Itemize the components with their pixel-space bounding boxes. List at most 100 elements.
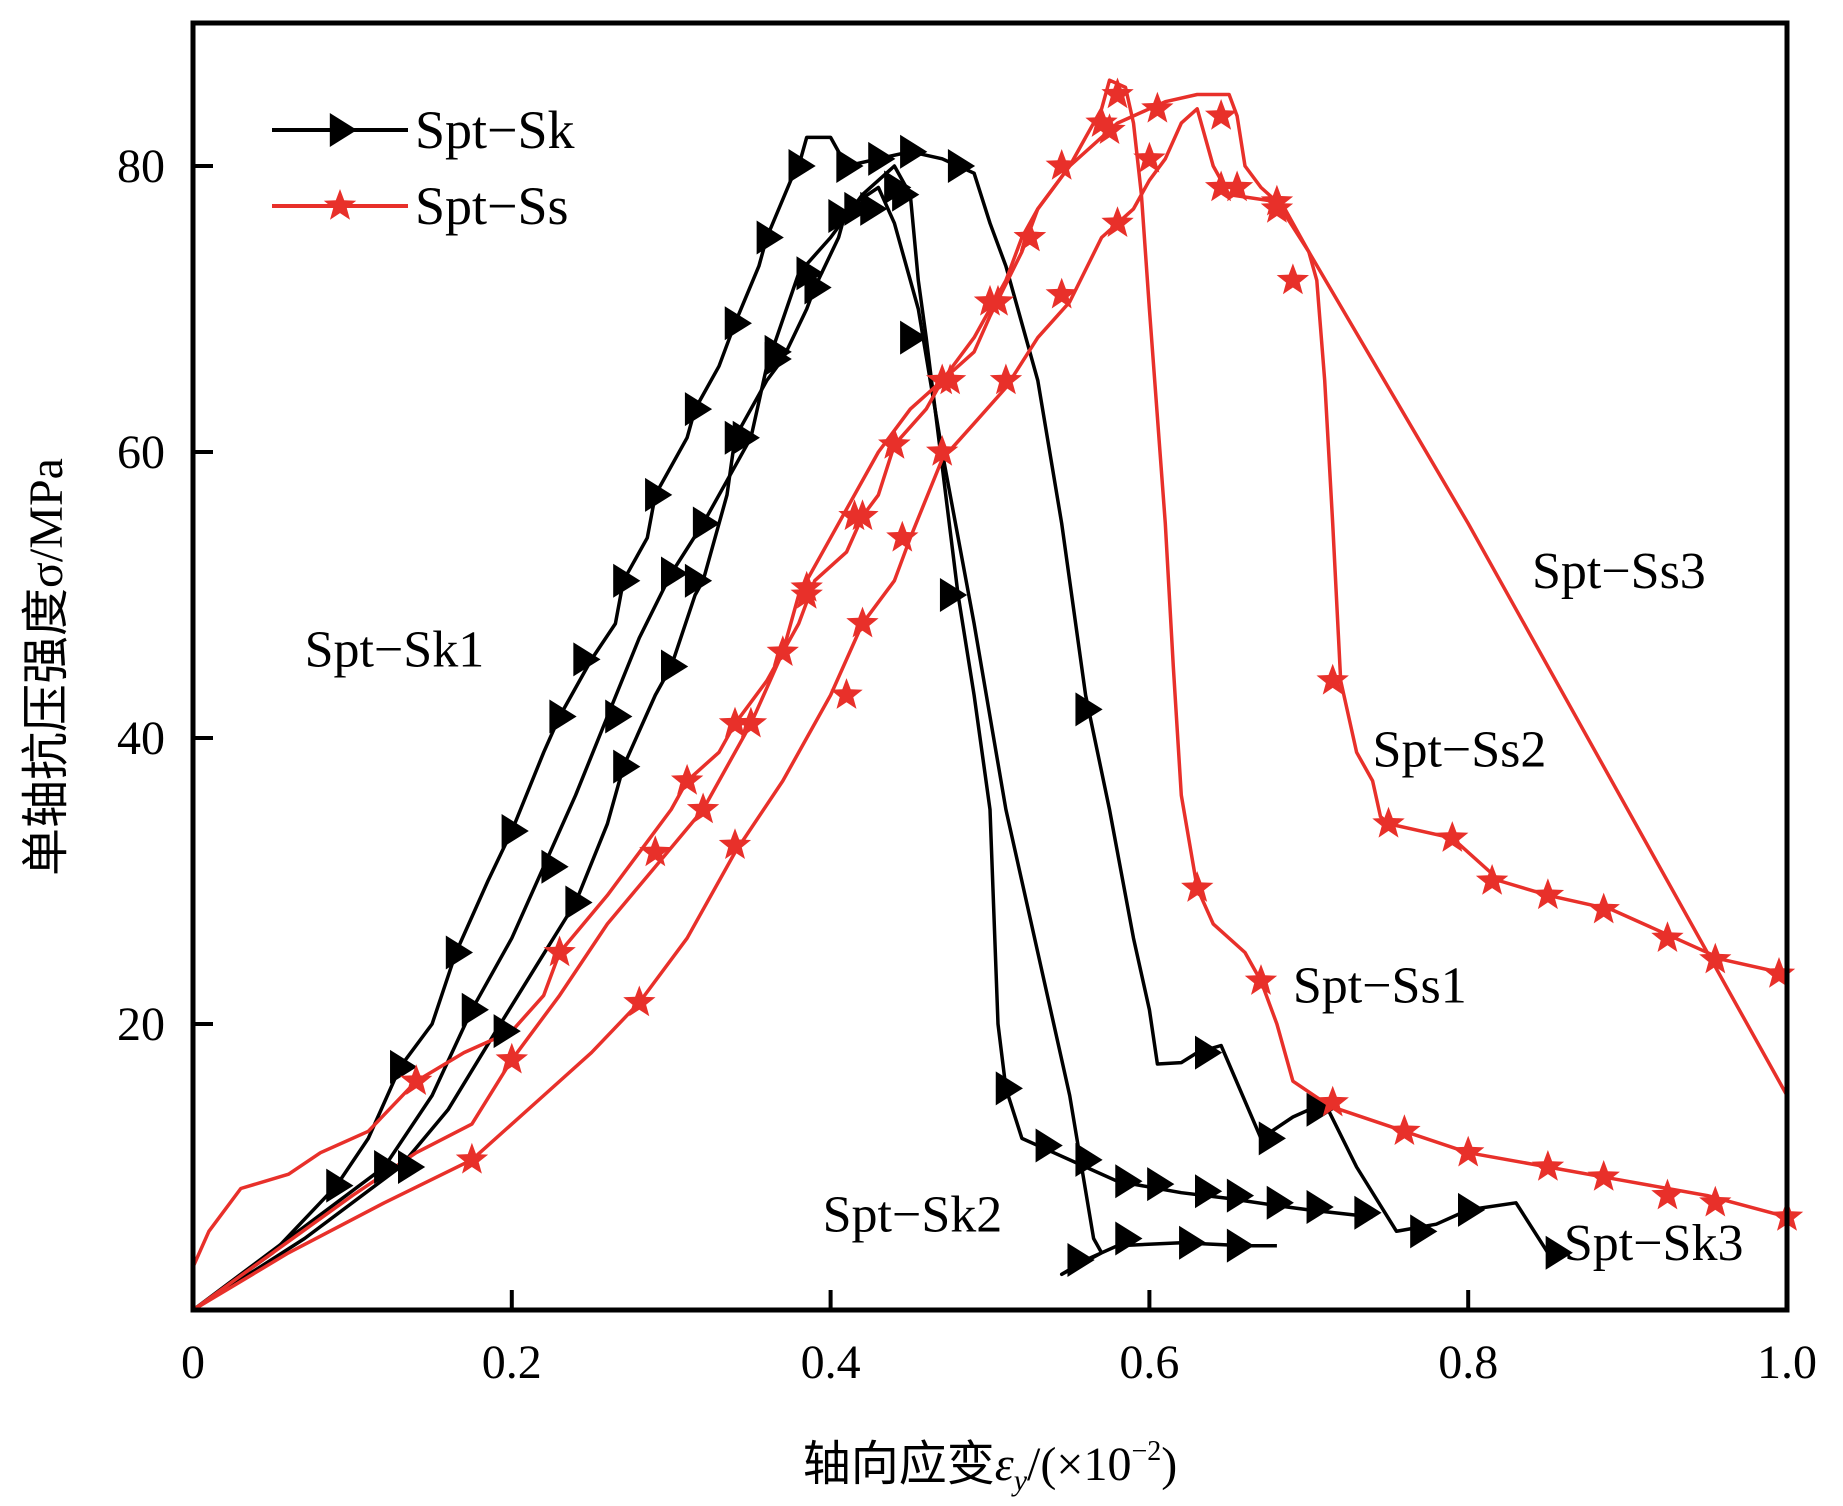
star-icon: [323, 189, 357, 220]
data-point-spt-sk1: [1258, 1121, 1286, 1156]
data-point-spt-sk2: [1075, 1142, 1103, 1177]
data-point-spt-sk3: [565, 885, 593, 920]
data-point-spt-ss3: [989, 363, 1023, 395]
data-point-spt-ss1: [1699, 1185, 1732, 1217]
markers-spt-sk3: [397, 170, 1255, 1277]
data-point-spt-ss1: [1181, 871, 1214, 902]
data-point-spt-ss2: [639, 835, 672, 867]
markers-spt-ss1: [400, 77, 1804, 1231]
x-tick-label: 0.6: [1119, 1336, 1179, 1389]
data-point-spt-sk1: [756, 220, 784, 255]
data-point-spt-sk1: [1410, 1214, 1438, 1249]
data-point-spt-sk1: [326, 1168, 354, 1203]
data-point-spt-sk3: [764, 342, 792, 377]
curve-label-spt-sk3: Spt−Sk3: [1564, 1215, 1744, 1272]
y-tick-label: 20: [117, 998, 165, 1051]
markers-spt-sk1: [326, 134, 1573, 1270]
x-axis: 0 0.2 0.4 0.6 0.8 1.0: [181, 1290, 1817, 1389]
data-point-spt-ss1: [543, 935, 576, 967]
data-point-spt-sk3: [684, 563, 713, 598]
data-point-spt-sk1: [1194, 1035, 1223, 1070]
data-point-spt-sk1: [445, 935, 474, 970]
data-point-spt-sk2: [939, 578, 968, 612]
data-point-spt-sk2: [661, 556, 689, 591]
data-point-spt-ss2: [981, 284, 1015, 316]
data-point-spt-sk2: [900, 320, 928, 355]
data-point-spt-ss2: [1141, 91, 1174, 123]
data-point-spt-ss3: [846, 606, 879, 638]
data-point-spt-ss2: [1316, 663, 1349, 695]
data-point-spt-sk1: [724, 306, 752, 341]
data-point-spt-sk2: [461, 992, 489, 1027]
data-point-spt-ss2: [495, 1042, 528, 1074]
curve-label-spt-ss2: Spt−Ss2: [1373, 722, 1547, 779]
x-tick-label: 0.8: [1438, 1336, 1498, 1389]
data-point-spt-ss2: [1093, 113, 1126, 144]
data-point-spt-ss2: [1205, 99, 1238, 130]
data-point-spt-sk2: [1115, 1164, 1143, 1199]
data-point-spt-ss2: [1475, 864, 1509, 895]
data-point-spt-sk1: [868, 141, 896, 176]
data-point-spt-ss2: [1436, 821, 1469, 852]
data-point-spt-ss3: [1045, 277, 1078, 309]
marker-layer: [326, 77, 1804, 1277]
series-line-spt-sk2: [193, 164, 1373, 1310]
data-point-spt-ss1: [1045, 149, 1078, 180]
data-point-spt-sk3: [613, 749, 641, 784]
data-point-spt-sk2: [1306, 1190, 1334, 1225]
data-point-spt-sk1: [947, 149, 976, 183]
data-point-spt-sk3: [804, 270, 832, 305]
x-tick-label: 1.0: [1757, 1336, 1817, 1389]
data-point-spt-ss3: [1260, 184, 1294, 216]
data-point-spt-sk3: [724, 420, 752, 455]
data-point-spt-ss2: [1276, 263, 1309, 295]
data-point-spt-sk1: [1075, 692, 1103, 727]
data-point-spt-sk3: [661, 649, 689, 684]
data-point-spt-ss1: [766, 635, 799, 666]
data-point-spt-sk2: [605, 699, 633, 734]
data-point-spt-ss2: [1587, 892, 1620, 924]
data-point-spt-sk3: [397, 1150, 426, 1184]
data-point-spt-ss2: [1205, 170, 1238, 202]
data-point-spt-ss2: [1372, 806, 1405, 838]
data-point-spt-sk3: [844, 191, 872, 226]
data-point-spt-sk1: [501, 813, 529, 848]
data-point-spt-sk1: [645, 477, 673, 512]
data-point-spt-ss1: [1452, 1135, 1485, 1167]
data-point-spt-ss1: [671, 763, 704, 795]
data-point-spt-ss3: [455, 1142, 489, 1174]
curve-labels: Spt−Sk1 Spt−Sk2 Spt−Sk3 Spt−Ss1 Spt−Ss2 Spt−S…: [305, 543, 1744, 1272]
data-point-spt-ss2: [838, 499, 871, 531]
y-tick-label: 80: [117, 140, 165, 193]
data-point-spt-sk3: [1067, 1242, 1095, 1277]
data-point-spt-sk2: [995, 1071, 1023, 1106]
data-point-spt-ss1: [400, 1064, 433, 1095]
data-point-spt-ss1: [718, 706, 752, 738]
data-point-spt-sk2: [541, 849, 569, 884]
plot-frame: [190, 20, 1790, 1313]
data-point-spt-sk1: [900, 134, 928, 169]
data-point-spt-ss2: [1531, 878, 1565, 910]
data-point-spt-sk3: [1179, 1225, 1207, 1260]
curve-label-spt-ss3: Spt−Ss3: [1532, 543, 1706, 600]
series-spt-sk2: [193, 164, 1373, 1310]
y-axis: 20 40 60 80: [117, 140, 213, 1051]
data-point-spt-sk1: [1545, 1235, 1573, 1270]
curve-label-spt-sk2: Spt−Sk2: [823, 1186, 1003, 1243]
data-point-spt-sk2: [1147, 1167, 1175, 1202]
x-tick-label: 0.2: [482, 1336, 542, 1389]
data-point-spt-ss1: [1101, 77, 1134, 109]
data-point-spt-ss2: [734, 706, 768, 738]
y-tick-label: 60: [117, 426, 165, 479]
data-point-spt-sk2: [1354, 1195, 1382, 1230]
legend-label: Spt−Sk: [415, 100, 575, 160]
legend-entry: Spt−Sk: [272, 100, 575, 160]
data-point-spt-ss3: [886, 520, 919, 552]
data-point-spt-ss2: [934, 363, 967, 395]
legend: Spt−Sk Spt−Ss: [272, 100, 575, 236]
data-point-spt-sk1: [1306, 1092, 1334, 1127]
data-point-spt-sk2: [796, 256, 824, 291]
data-point-spt-sk2: [860, 191, 888, 226]
triangle-right-icon: [329, 113, 357, 147]
